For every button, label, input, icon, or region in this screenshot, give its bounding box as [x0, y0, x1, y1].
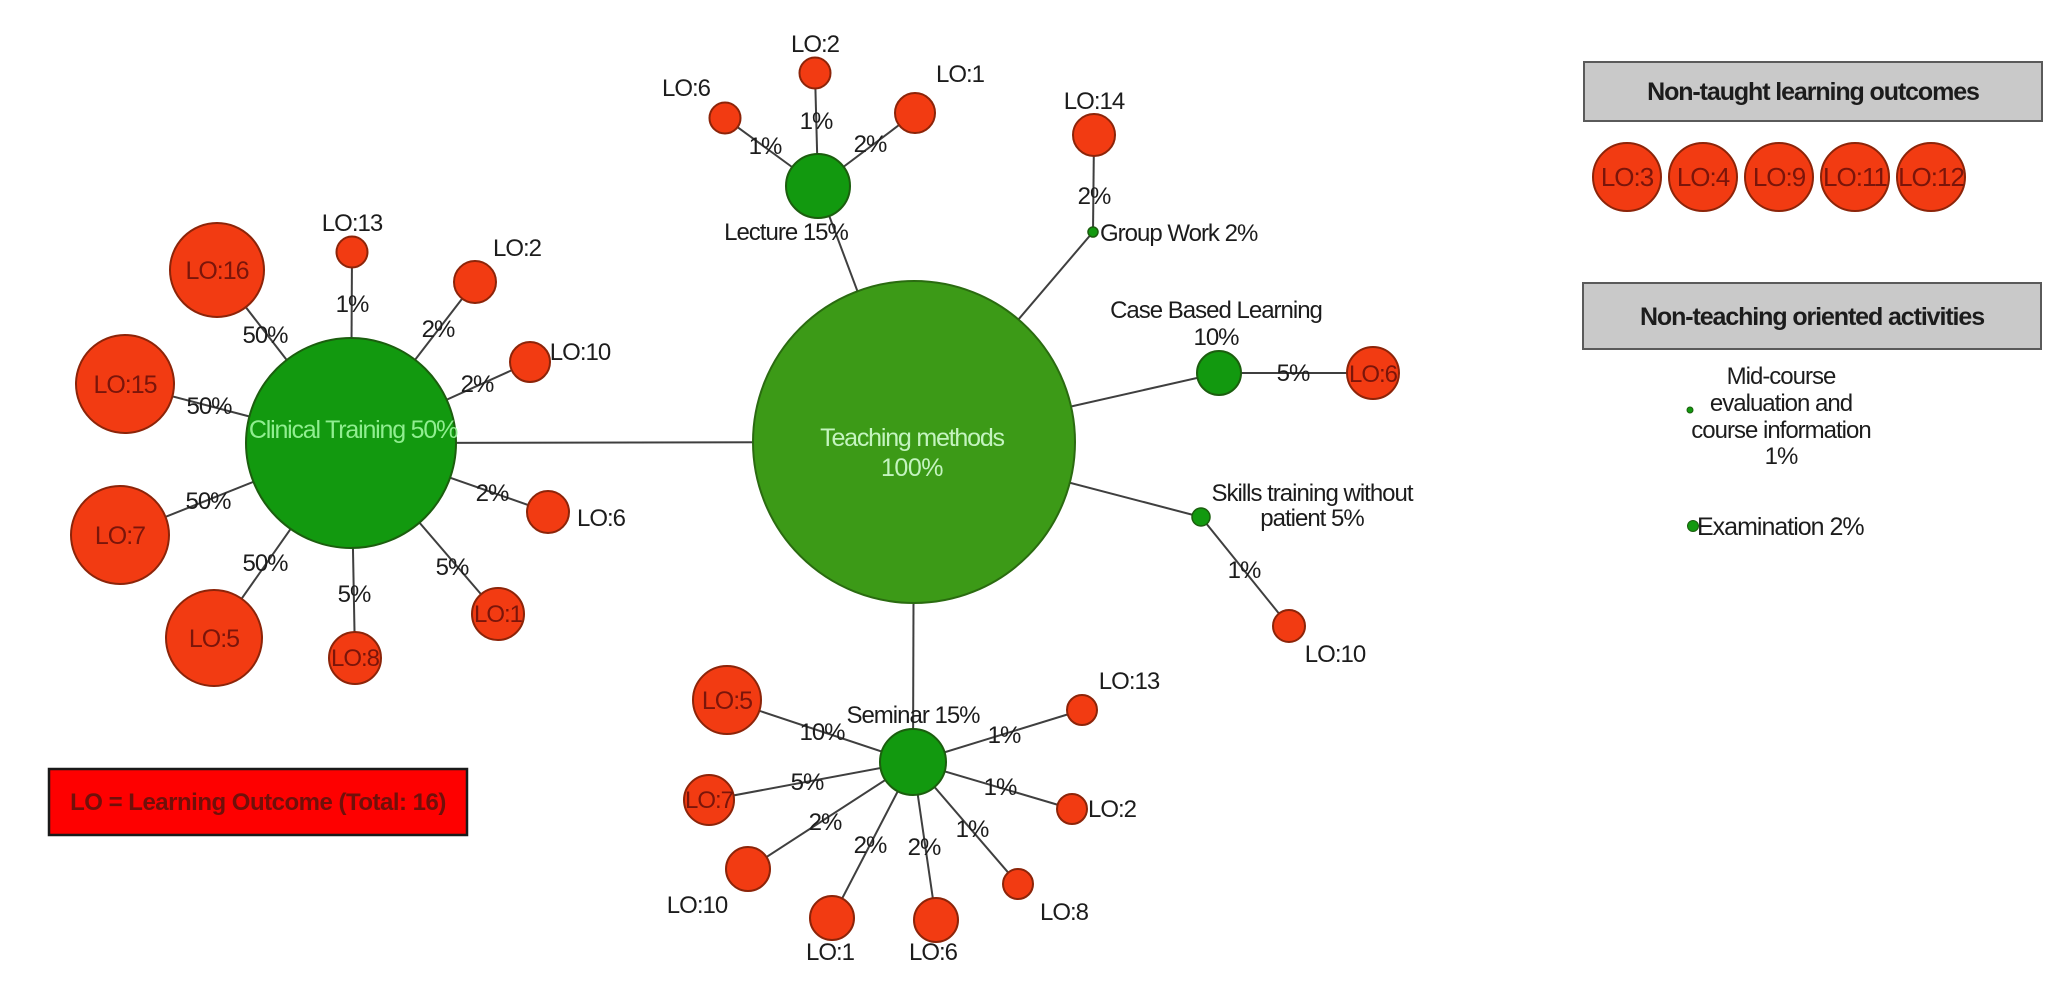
- svg-text:Mid-course: Mid-course: [1727, 363, 1836, 390]
- svg-text:1%: 1%: [1765, 443, 1798, 470]
- svg-text:LO:6: LO:6: [1349, 361, 1398, 388]
- svg-text:Examination 2%: Examination 2%: [1697, 513, 1864, 541]
- svg-text:LO:2: LO:2: [791, 31, 840, 58]
- svg-text:LO:5: LO:5: [189, 625, 239, 653]
- svg-text:LO:8: LO:8: [331, 645, 380, 672]
- svg-text:LO:4: LO:4: [1677, 162, 1730, 192]
- svg-text:LO:7: LO:7: [685, 787, 734, 814]
- svg-text:1%: 1%: [956, 816, 989, 843]
- svg-text:50%: 50%: [242, 322, 288, 349]
- svg-text:Group Work 2%: Group Work 2%: [1100, 220, 1258, 247]
- svg-text:2%: 2%: [854, 832, 887, 859]
- svg-text:LO:13: LO:13: [322, 210, 383, 237]
- svg-text:50%: 50%: [186, 393, 232, 420]
- svg-text:2%: 2%: [476, 480, 509, 507]
- svg-text:LO:13: LO:13: [1099, 668, 1160, 695]
- svg-text:100%: 100%: [881, 454, 943, 482]
- svg-text:2%: 2%: [1078, 183, 1111, 210]
- svg-text:LO:15: LO:15: [93, 371, 156, 399]
- svg-text:LO:10: LO:10: [550, 339, 611, 366]
- svg-text:5%: 5%: [791, 769, 824, 796]
- svg-text:5%: 5%: [1277, 360, 1310, 387]
- svg-text:1%: 1%: [749, 133, 782, 160]
- svg-text:2%: 2%: [809, 809, 842, 836]
- svg-text:LO:6: LO:6: [577, 505, 626, 532]
- svg-text:LO:11: LO:11: [1823, 162, 1887, 192]
- svg-text:LO:7: LO:7: [95, 522, 145, 550]
- svg-text:LO:5: LO:5: [702, 687, 752, 715]
- svg-text:Case Based Learning: Case Based Learning: [1110, 297, 1322, 324]
- svg-text:1%: 1%: [800, 108, 833, 135]
- svg-text:1%: 1%: [984, 774, 1017, 801]
- svg-text:50%: 50%: [242, 550, 288, 577]
- svg-text:LO = Learning Outcome (Total:: LO = Learning Outcome (Total: 16): [70, 789, 446, 816]
- svg-text:Non-taught learning outcomes: Non-taught learning outcomes: [1647, 78, 1979, 106]
- svg-text:LO:10: LO:10: [667, 892, 728, 919]
- svg-text:Non-teaching oriented activiti: Non-teaching oriented activities: [1640, 303, 1984, 331]
- svg-text:LO:3: LO:3: [1601, 162, 1654, 192]
- svg-text:2%: 2%: [422, 316, 455, 343]
- svg-text:LO:8: LO:8: [1040, 899, 1089, 926]
- svg-text:1%: 1%: [1228, 557, 1261, 584]
- svg-text:course information: course information: [1691, 417, 1870, 444]
- svg-text:Clinical Training 50%: Clinical Training 50%: [249, 416, 458, 444]
- svg-text:2%: 2%: [461, 371, 494, 398]
- svg-text:LO:10: LO:10: [1305, 641, 1366, 668]
- svg-text:5%: 5%: [436, 554, 469, 581]
- svg-text:LO:6: LO:6: [909, 939, 958, 966]
- svg-text:Seminar 15%: Seminar 15%: [846, 702, 980, 729]
- svg-text:LO:14: LO:14: [1064, 88, 1125, 115]
- svg-text:LO:1: LO:1: [936, 61, 985, 88]
- svg-text:Teaching methods: Teaching methods: [820, 424, 1004, 452]
- svg-text:LO:1: LO:1: [474, 601, 523, 628]
- svg-text:10%: 10%: [799, 719, 845, 746]
- svg-text:LO:2: LO:2: [1088, 796, 1137, 823]
- svg-text:Skills training without: Skills training without: [1211, 480, 1413, 507]
- svg-text:1%: 1%: [336, 291, 369, 318]
- svg-text:10%: 10%: [1193, 324, 1239, 351]
- svg-text:LO:9: LO:9: [1753, 162, 1806, 192]
- svg-text:LO:1: LO:1: [806, 939, 855, 966]
- svg-text:evaluation and: evaluation and: [1710, 390, 1852, 417]
- svg-text:LO:12: LO:12: [1898, 162, 1964, 192]
- svg-text:LO:16: LO:16: [185, 257, 248, 285]
- svg-text:50%: 50%: [185, 488, 231, 515]
- svg-text:2%: 2%: [908, 834, 941, 861]
- svg-text:LO:6: LO:6: [662, 75, 711, 102]
- svg-text:5%: 5%: [338, 581, 371, 608]
- svg-text:patient 5%: patient 5%: [1260, 505, 1364, 532]
- svg-text:1%: 1%: [988, 722, 1021, 749]
- svg-text:LO:2: LO:2: [493, 235, 542, 262]
- svg-text:Lecture 15%: Lecture 15%: [724, 219, 848, 246]
- svg-text:2%: 2%: [854, 131, 887, 158]
